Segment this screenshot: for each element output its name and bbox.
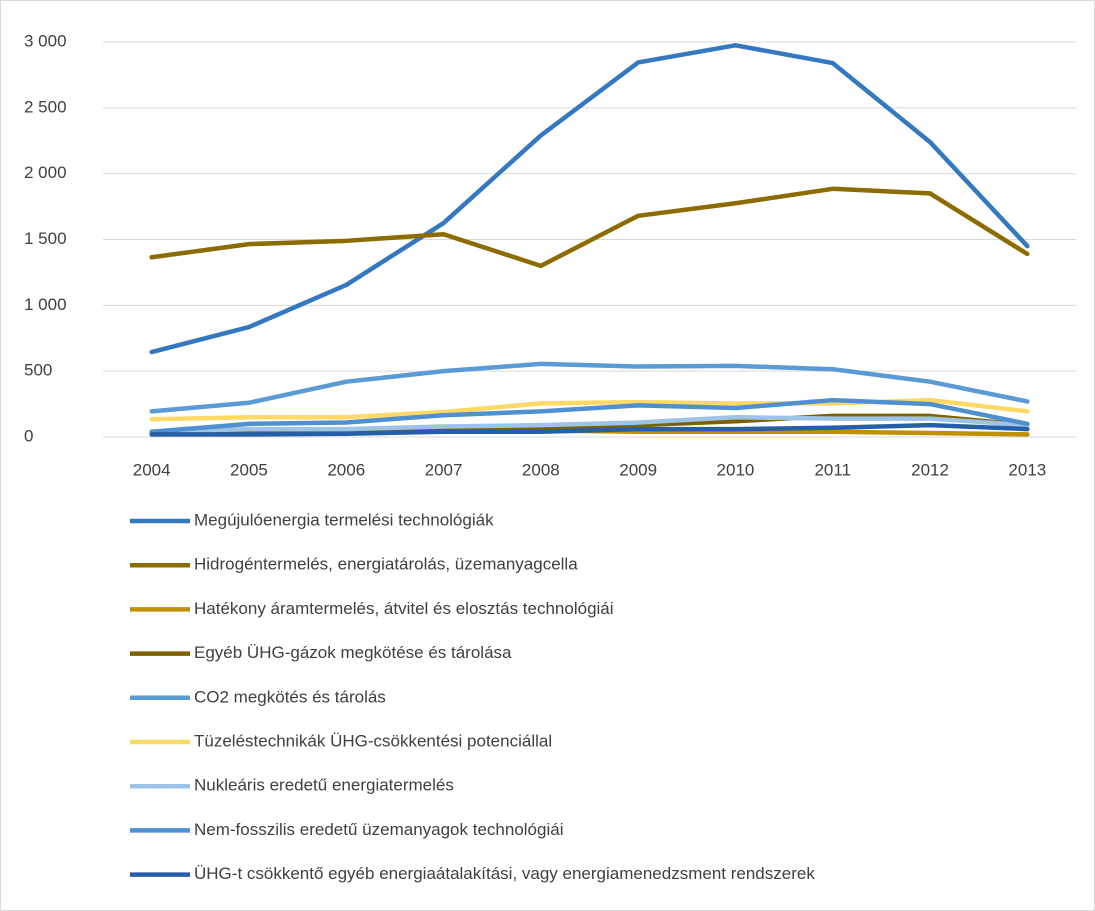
- legend-label: Nem-fosszilis eredetű üzemanyagok techno…: [194, 820, 563, 839]
- legend-label: Nukleáris eredetű energiatermelés: [194, 776, 454, 795]
- y-tick-label: 1 000: [24, 295, 67, 314]
- legend-label: Hidrogéntermelés, energiatárolás, üzeman…: [194, 555, 578, 574]
- legend-label: Egyéb ÜHG-gázok megkötése és tárolása: [194, 643, 512, 662]
- series-line: [149, 422, 1030, 437]
- x-tick-label: 2012: [911, 460, 949, 479]
- x-tick-label: 2010: [717, 460, 755, 479]
- series-line: [149, 186, 1030, 269]
- series-line: [149, 43, 1030, 355]
- x-tick-label: 2013: [1008, 460, 1046, 479]
- legend-label: Tüzeléstechnikák ÜHG-csökkentési potenci…: [194, 731, 552, 750]
- series-line: [149, 361, 1030, 414]
- y-tick-label: 1 500: [24, 229, 67, 248]
- series-line: [149, 397, 1030, 434]
- y-tick-label: 2 000: [24, 163, 67, 182]
- y-tick-label: 500: [24, 361, 52, 380]
- x-tick-label: 2007: [425, 460, 463, 479]
- series-line: [149, 415, 1030, 434]
- y-tick-label: 0: [24, 426, 33, 445]
- legend-label: ÜHG-t csökkentő egyéb energiaátalakítási…: [194, 864, 815, 883]
- y-tick-label: 3 000: [24, 31, 67, 50]
- x-tick-label: 2006: [327, 460, 365, 479]
- x-tick-label: 2009: [619, 460, 657, 479]
- x-tick-label: 2005: [230, 460, 268, 479]
- x-tick-label: 2004: [133, 460, 171, 479]
- y-tick-label: 2 500: [24, 97, 67, 116]
- x-tick-label: 2011: [814, 460, 851, 479]
- x-tick-label: 2008: [522, 460, 560, 479]
- legend-label: CO2 megkötés és tárolás: [194, 687, 386, 706]
- legend-label: Megújulóenergia termelési technológiák: [194, 510, 494, 529]
- legend-label: Hatékony áramtermelés, átvitel és eloszt…: [194, 599, 614, 618]
